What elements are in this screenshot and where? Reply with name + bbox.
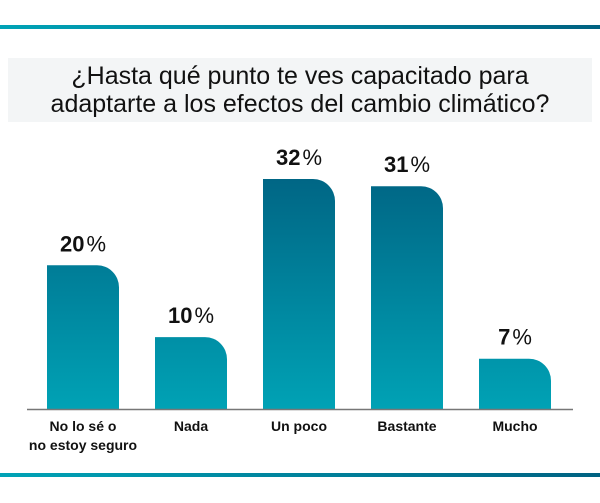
bar-0 (47, 265, 119, 409)
chart-title: ¿Hasta qué punto te ves capacitado para … (8, 62, 592, 118)
category-label-3: Bastante (377, 418, 436, 434)
category-label-0: No lo sé o (50, 418, 117, 434)
value-label-0: 20% (60, 231, 106, 256)
category-label-4: Mucho (492, 418, 537, 434)
title-box: ¿Hasta qué punto te ves capacitado para … (8, 58, 592, 122)
bottom-stripe (0, 473, 600, 477)
top-stripe (0, 25, 600, 29)
category-label-2: Un poco (271, 418, 327, 434)
value-label-2: 32% (276, 145, 322, 170)
value-label-4: 7% (498, 325, 532, 350)
bar-2 (263, 179, 335, 409)
category-label-1: Nada (174, 418, 208, 434)
title-line-2: adaptarte a los efectos del cambio climá… (50, 90, 550, 118)
value-label-1: 10% (168, 303, 214, 328)
category-label-0: no estoy seguro (29, 437, 137, 453)
value-label-3: 31% (384, 152, 430, 177)
bar-3 (371, 186, 443, 409)
bar-1 (155, 337, 227, 409)
bar-4 (479, 358, 551, 409)
title-line-1: ¿Hasta qué punto te ves capacitado para (71, 62, 529, 90)
